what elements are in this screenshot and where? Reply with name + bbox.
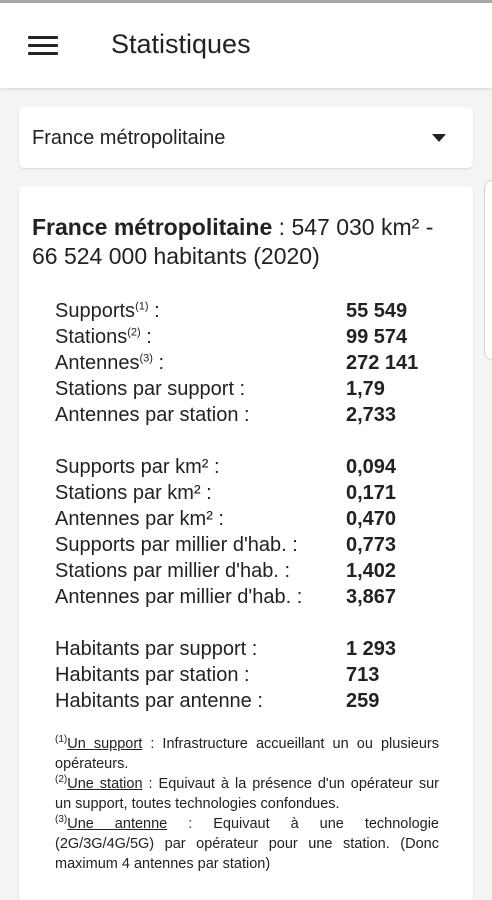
- stat-row: Habitants par support : 1 293: [55, 638, 455, 664]
- stat-row: Antennes par station : 2,733: [55, 404, 455, 430]
- stats-card: France métropolitaine : 547 030 km² - 66…: [19, 186, 473, 900]
- footnote-term: Une antenne: [67, 816, 168, 832]
- region-select-value: France métropolitaine: [32, 127, 226, 149]
- stat-label-suffix: :: [152, 352, 165, 374]
- app-bar: Statistiques: [0, 3, 492, 88]
- stat-value: 1,79: [346, 378, 385, 400]
- stat-row: Supports par millier d'hab. : 0,773: [55, 534, 455, 560]
- stat-value: 1 293: [346, 638, 397, 660]
- region-name: France métropolitaine: [32, 214, 273, 240]
- stat-label: Habitants par antenne :: [55, 690, 263, 712]
- stat-value: 99 574: [346, 326, 408, 348]
- stat-row: Supports(1) : 55 549: [55, 300, 455, 326]
- stat-value: 713: [346, 664, 380, 686]
- stat-value: 3,867: [346, 586, 397, 608]
- stat-label: Antennes: [55, 352, 140, 374]
- stat-row: Stations par support : 1,79: [55, 378, 455, 404]
- caret-down-icon: [432, 134, 446, 142]
- footnote: (1)Un support : Infrastructure accueilla…: [55, 734, 439, 774]
- footnote-text: : Infrastructure accueillant un ou plusi…: [55, 736, 440, 772]
- status-bar-edge: [0, 0, 492, 3]
- footnote-ref: (3): [139, 352, 153, 365]
- footnote-text: : Equivaut à une technologie (2G/3G/4G/5…: [55, 816, 440, 872]
- region-population: 66 524 000 habitants (2020): [32, 243, 320, 269]
- footnote-term: Une station: [67, 776, 143, 792]
- stat-value: 0,470: [346, 508, 397, 530]
- footnote: (2)Une station : Equivaut à la présence …: [55, 774, 439, 814]
- stat-label: Stations: [55, 326, 128, 348]
- stat-label: Supports par millier d'hab. :: [55, 534, 298, 556]
- footnote-ref: (2): [127, 326, 141, 339]
- stat-label: Supports: [55, 300, 136, 322]
- stat-row: Antennes par millier d'hab. : 3,867: [55, 586, 455, 612]
- footnote-ref: (2): [55, 774, 68, 786]
- stat-label-suffix: :: [140, 326, 152, 348]
- footnote: (3)Une antenne : Equivaut à une technolo…: [55, 814, 439, 874]
- next-card-edge[interactable]: [484, 180, 492, 360]
- stat-row: Antennes par km² : 0,470: [55, 508, 455, 534]
- stat-value: 2,733: [346, 404, 397, 426]
- stat-row: Habitants par station : 713: [55, 664, 455, 690]
- page-title: Statistiques: [111, 29, 251, 59]
- stat-value: 1,402: [346, 560, 397, 582]
- region-heading: France métropolitaine : 547 030 km² - 66…: [32, 213, 462, 271]
- footnote-ref: (1): [135, 300, 149, 313]
- stat-value: 0,773: [346, 534, 397, 556]
- footnote-ref: (3): [55, 814, 68, 826]
- stat-label: Antennes par station :: [55, 404, 250, 426]
- stat-row: Habitants par antenne : 259: [55, 690, 455, 716]
- stat-value: 272 141: [346, 352, 419, 374]
- hamburger-menu-icon[interactable]: [28, 36, 58, 56]
- stat-label-suffix: :: [148, 300, 160, 322]
- stat-value: 55 549: [346, 300, 408, 322]
- footnote-ref: (1): [55, 734, 68, 746]
- stat-label: Stations par km² :: [55, 482, 212, 504]
- region-area: : 547 030 km² -: [272, 214, 434, 240]
- stat-value: 0,171: [346, 482, 397, 504]
- stat-label: Stations par millier d'hab. :: [55, 560, 291, 582]
- stat-value: 0,094: [346, 456, 397, 478]
- stat-row: Antennes(3) : 272 141: [55, 352, 455, 378]
- footnote-term: Un support: [67, 736, 143, 752]
- stat-label: Habitants par station :: [55, 664, 250, 686]
- stat-label: Supports par km² :: [55, 456, 220, 478]
- stat-value: 259: [346, 690, 380, 712]
- stat-label: Antennes par km² :: [55, 508, 224, 530]
- stat-label: Habitants par support :: [55, 638, 258, 660]
- footnotes: (1)Un support : Infrastructure accueilla…: [55, 734, 439, 874]
- stat-row: Supports par km² : 0,094: [55, 456, 455, 482]
- stat-label: Antennes par millier d'hab. :: [55, 586, 303, 608]
- stat-label: Stations par support :: [55, 378, 246, 400]
- stat-row: Stations par km² : 0,171: [55, 482, 455, 508]
- stat-row: Stations par millier d'hab. : 1,402: [55, 560, 455, 586]
- region-select[interactable]: France métropolitaine: [19, 107, 473, 168]
- stat-row: Stations(2) : 99 574: [55, 326, 455, 352]
- footnote-text: : Equivaut à la présence d'un opérateur …: [55, 776, 439, 812]
